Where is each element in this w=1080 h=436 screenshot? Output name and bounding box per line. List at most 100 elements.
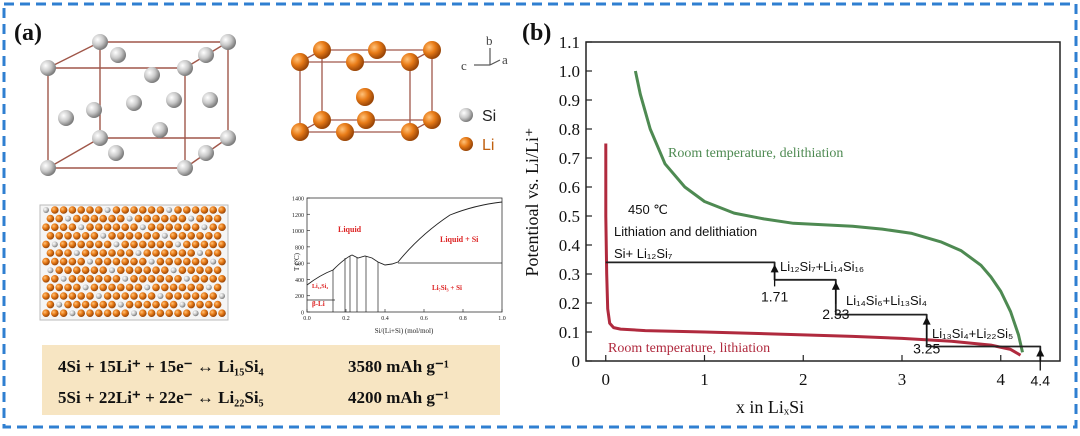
- pd-ytick-label: 0: [301, 311, 304, 317]
- si-atom: [202, 92, 218, 108]
- li-atom: [117, 232, 125, 240]
- li-atom: [218, 240, 226, 249]
- li-atom: [86, 309, 94, 318]
- li-atom: [218, 206, 226, 214]
- li-atom: [134, 300, 143, 309]
- li-atom: [46, 249, 55, 257]
- y-tick-label: 0.3: [559, 265, 580, 284]
- si-atom: [113, 241, 120, 248]
- li-atom: [191, 223, 200, 231]
- si-atom: [131, 310, 137, 317]
- li-atom: [143, 214, 151, 223]
- li-atom: [161, 214, 169, 223]
- li-atom: [191, 240, 200, 249]
- li-atom: [86, 206, 94, 214]
- li-atom: [205, 249, 213, 257]
- si-atom: [58, 110, 74, 126]
- axis-a-label: a: [502, 52, 508, 67]
- x-tick-label: 3: [898, 370, 907, 389]
- li-atom: [125, 266, 134, 275]
- pd-xtick-label: 0.8: [459, 316, 467, 322]
- si-atom: [220, 34, 236, 50]
- si-atom: [100, 232, 107, 239]
- si-atom: [47, 267, 54, 274]
- li-atom: [169, 249, 178, 257]
- equation-2-capacity: 4200 mAh g⁻¹: [348, 388, 449, 407]
- li-atom: [147, 240, 156, 249]
- li-atom: [81, 300, 90, 309]
- li-atom: [73, 232, 81, 240]
- li-atom: [103, 275, 112, 283]
- x-tick-label: 4: [997, 370, 1006, 389]
- outer-dashed-border: [2, 2, 1078, 429]
- li-atom: [174, 223, 182, 231]
- li-atom: [121, 257, 129, 266]
- li-atom: [187, 283, 195, 292]
- li-atom: [77, 275, 85, 283]
- si-atom: [65, 215, 71, 222]
- pd-ytick-label: 600: [295, 262, 304, 268]
- li-atom: [191, 257, 200, 266]
- y-tick-label: 0.2: [559, 294, 580, 313]
- li-atom: [117, 249, 125, 257]
- li-atom: [64, 300, 72, 309]
- li-atom: [51, 309, 59, 318]
- li-atom: [152, 232, 160, 240]
- axis-c-label: c: [461, 58, 467, 73]
- li-atom: [147, 309, 156, 318]
- li-atom: [313, 111, 331, 129]
- li-atom: [152, 283, 160, 292]
- li-atom: [68, 240, 77, 249]
- si-atom: [104, 207, 111, 213]
- si-atom: [161, 232, 168, 239]
- li-si-phase-diagram: 0 200 400 600 800 1000 1200 1400 0.0 0.2 0.4 0.6 0.8…: [292, 197, 506, 336]
- li-atom: [183, 309, 191, 318]
- li-atom: [156, 309, 165, 318]
- pd-liquid-si-label: Liquid + Si: [440, 235, 479, 244]
- pd-xtick-label: 0.4: [381, 316, 389, 322]
- li-atom: [112, 309, 121, 318]
- li-atom: [291, 53, 309, 71]
- si-atom: [198, 145, 214, 161]
- li-atom: [209, 275, 217, 283]
- li-atom: [112, 257, 121, 266]
- li-atom: [368, 41, 386, 59]
- li-atom: [112, 223, 121, 231]
- li-atom: [139, 206, 147, 214]
- li-atom: [95, 257, 103, 266]
- li-atom: [196, 283, 204, 292]
- li-atom: [59, 292, 68, 300]
- li-atom: [99, 300, 107, 309]
- si-atom: [179, 301, 186, 308]
- li-atom: [130, 275, 138, 283]
- li-atom: [209, 240, 217, 249]
- reaction-equations-box: 4Si + 15Li⁺ + 15e⁻ ↔ Li₁₅Si₄ 3580 mAh g⁻…: [42, 345, 500, 415]
- li-atom: [46, 214, 55, 223]
- pd-xtick-label: 1.0: [498, 316, 506, 322]
- li-atom: [112, 292, 121, 300]
- si-atom: [110, 47, 126, 63]
- li-atom: [169, 232, 178, 240]
- li-atom: [139, 309, 147, 318]
- si-legend-label: Si: [482, 108, 496, 125]
- si-atom: [192, 310, 199, 317]
- li-atom: [90, 283, 99, 292]
- li-atom: [218, 223, 226, 231]
- li-atom: [209, 206, 217, 214]
- li-atom: [143, 249, 151, 257]
- equation-1-reaction: 4Si + 15Li⁺ + 15e⁻ ↔ Li₁₅Si₄: [58, 357, 264, 376]
- li-atom: [183, 240, 191, 249]
- annotation-phase-4: Li₁₃Si₄+Li₂₂Si₅: [932, 326, 1013, 341]
- li-atom: [196, 214, 204, 223]
- y-tick-label: 0.9: [559, 91, 580, 110]
- li-atom: [134, 214, 143, 223]
- li-legend-swatch: [459, 137, 473, 151]
- li-atom: [169, 300, 178, 309]
- si-atom: [188, 215, 195, 222]
- si-atom: [51, 241, 58, 248]
- li-atom: [213, 214, 222, 223]
- li-atom: [174, 292, 182, 300]
- si-atom: [205, 284, 212, 291]
- si-atom: [177, 60, 193, 76]
- li-atom: [156, 206, 165, 214]
